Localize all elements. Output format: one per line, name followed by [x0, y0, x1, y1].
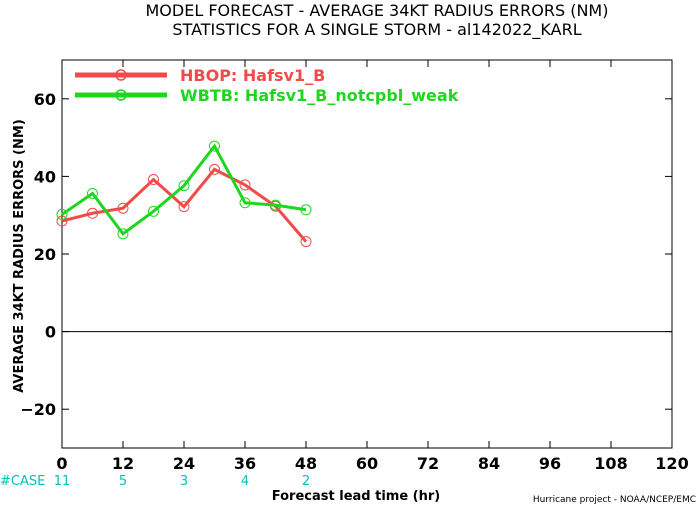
x-tick-label: 0 [56, 454, 67, 473]
y-tick-label: 40 [34, 167, 56, 186]
series-1-point [148, 174, 159, 186]
series-1-point [117, 202, 129, 214]
series-2-point [56, 208, 68, 220]
series-1-point [178, 201, 190, 213]
x-tick-label: 84 [478, 454, 500, 473]
legend-label: WBTB: Hafsv1_B_notcpbl_weak [180, 86, 459, 105]
y-tick-label: −20 [20, 400, 56, 419]
series-1-line [61, 167, 308, 243]
case-count: 4 [241, 474, 249, 489]
x-axis-label: Forecast lead time (hr) [272, 489, 440, 504]
case-count: 11 [54, 474, 71, 489]
series-1-point [87, 207, 98, 219]
credit-text: Hurricane project - NOAA/NCEP/EMC [533, 495, 696, 505]
case-count: 5 [119, 474, 127, 489]
case-row-label: #CASE [0, 474, 45, 489]
series-2-point [300, 204, 312, 216]
series-2-line [61, 143, 307, 236]
x-tick-label: 12 [112, 454, 134, 473]
series-layer [56, 140, 312, 248]
legend-label: HBOP: Hafsv1_B [180, 66, 325, 85]
series-2 [56, 140, 312, 240]
y-tick-label: 60 [34, 90, 56, 109]
x-tick-label: 36 [234, 454, 256, 473]
x-tick-label: 72 [417, 454, 439, 473]
y-axis-label: AVERAGE 34KT RADIUS ERRORS (NM) [12, 119, 27, 393]
series-1-point [300, 236, 312, 248]
y-axis: −20 0 20 40 60 [20, 90, 672, 419]
series-1-point [239, 179, 251, 191]
series-2-point [209, 140, 220, 152]
chart-subtitle: STATISTICS FOR A SINGLE STORM - al142022… [172, 20, 581, 40]
x-tick-label: 96 [539, 454, 561, 473]
legend-item-1: HBOP: Hafsv1_B [75, 66, 325, 85]
x-tick-label: 24 [173, 454, 195, 473]
x-tick-label: 120 [655, 454, 688, 473]
x-tick-label: 60 [356, 454, 378, 473]
series-2-point [270, 199, 281, 211]
series-1 [56, 163, 312, 248]
series-2-point [117, 228, 129, 240]
plot-frame [61, 59, 673, 449]
series-2-point [87, 187, 98, 199]
case-count-row: #CASE 11 5 3 4 2 [0, 474, 310, 489]
legend-swatch-marker [115, 69, 127, 81]
plot-border [61, 59, 673, 449]
case-count: 3 [180, 474, 188, 489]
x-axis: 0 12 24 36 48 60 72 84 96 108 120 [56, 60, 689, 473]
series-1-point [209, 163, 220, 175]
case-count: 2 [302, 474, 310, 489]
x-tick-label: 48 [295, 454, 317, 473]
y-tick-label: 20 [34, 245, 56, 264]
series-2-point [148, 205, 159, 217]
series-2-point [178, 180, 190, 192]
series-2-point [239, 197, 251, 209]
x-tick-label: 108 [594, 454, 627, 473]
series-1-point [56, 215, 68, 227]
chart-title: MODEL FORECAST - AVERAGE 34KT RADIUS ERR… [146, 1, 609, 20]
y-tick-label: 0 [45, 323, 56, 342]
legend-swatch-marker [115, 89, 127, 101]
legend-item-2: WBTB: Hafsv1_B_notcpbl_weak [75, 86, 459, 105]
